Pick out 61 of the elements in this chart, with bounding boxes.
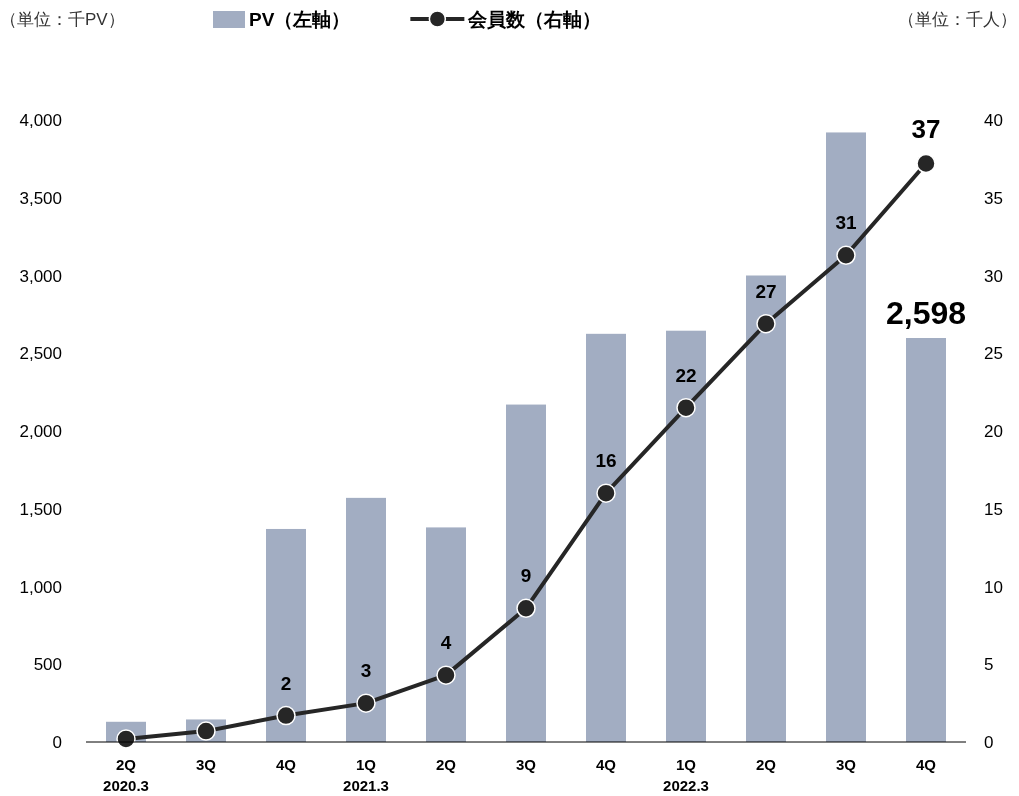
point	[516, 598, 536, 619]
data-label: 22	[675, 364, 697, 386]
data-label: 2,598	[885, 295, 967, 332]
y-tick-label: 2,500	[19, 344, 62, 364]
point	[276, 705, 296, 726]
y2-tick-label: 5	[984, 655, 994, 675]
data-label: 27	[755, 280, 777, 302]
y-axis-title: （単位：千PV）	[0, 10, 125, 29]
y2-tick-label: 10	[984, 577, 1003, 597]
bar	[266, 528, 306, 742]
y-tick-label: 2,000	[19, 422, 62, 441]
point	[596, 483, 616, 503]
data-label: 31	[835, 212, 857, 234]
x-tick-label: 3Q	[195, 756, 217, 773]
x-tick-label: 2Q	[755, 756, 777, 773]
point	[756, 313, 776, 334]
y2-tick-label: 30	[984, 266, 1003, 286]
bar	[906, 338, 946, 742]
point	[676, 397, 696, 418]
data-label: 16	[595, 450, 617, 472]
x-tick-label: 1Q 2022.3	[663, 756, 709, 794]
bar	[586, 333, 626, 742]
y2-tick-label: 25	[984, 344, 1003, 364]
y2-axis-title: （単位：千人）	[898, 10, 1017, 29]
x-tick-label: 4Q	[915, 756, 937, 773]
y2-tick-label: 35	[984, 188, 1003, 208]
data-label: 37	[911, 113, 941, 144]
legend-label: 会員数（右軸）	[467, 9, 602, 30]
data-label: 4	[440, 632, 452, 654]
y-tick-label: 1,000	[19, 577, 62, 597]
bar	[506, 404, 546, 742]
data-label: 2	[280, 672, 292, 694]
y-tick-label: 3,000	[19, 266, 62, 286]
bar	[746, 275, 786, 742]
data-label: 9	[520, 565, 532, 587]
y2-tick-label: 0	[984, 733, 994, 752]
y-tick-label: 0	[52, 733, 62, 752]
x-tick-label: 4Q	[595, 756, 617, 773]
point	[836, 245, 856, 266]
x-tick-label: 1Q 2021.3	[343, 756, 389, 794]
bar	[346, 497, 386, 742]
y-tick-label: 500	[33, 655, 62, 675]
x-tick-label: 3Q	[515, 756, 537, 773]
y2-tick-label: 40	[984, 111, 1003, 130]
x-tick-label: 2Q 2020.3	[103, 756, 149, 794]
y-tick-label: 4,000	[19, 111, 62, 130]
y2-tick-label: 20	[984, 422, 1003, 441]
bar	[666, 330, 706, 742]
y-tick-label: 3,500	[19, 188, 62, 208]
y2-tick-label: 15	[984, 499, 1003, 519]
point	[436, 665, 456, 685]
point	[916, 153, 936, 174]
data-label: 3	[360, 660, 372, 682]
x-tick-label: 2Q	[435, 756, 457, 773]
x-tick-label: 3Q	[835, 756, 857, 773]
legend-label: PV（左軸）	[249, 9, 351, 30]
bar	[426, 527, 466, 742]
bar	[826, 132, 866, 742]
y-tick-label: 1,500	[19, 499, 62, 519]
x-tick-label: 4Q	[275, 756, 297, 773]
point	[356, 693, 376, 713]
